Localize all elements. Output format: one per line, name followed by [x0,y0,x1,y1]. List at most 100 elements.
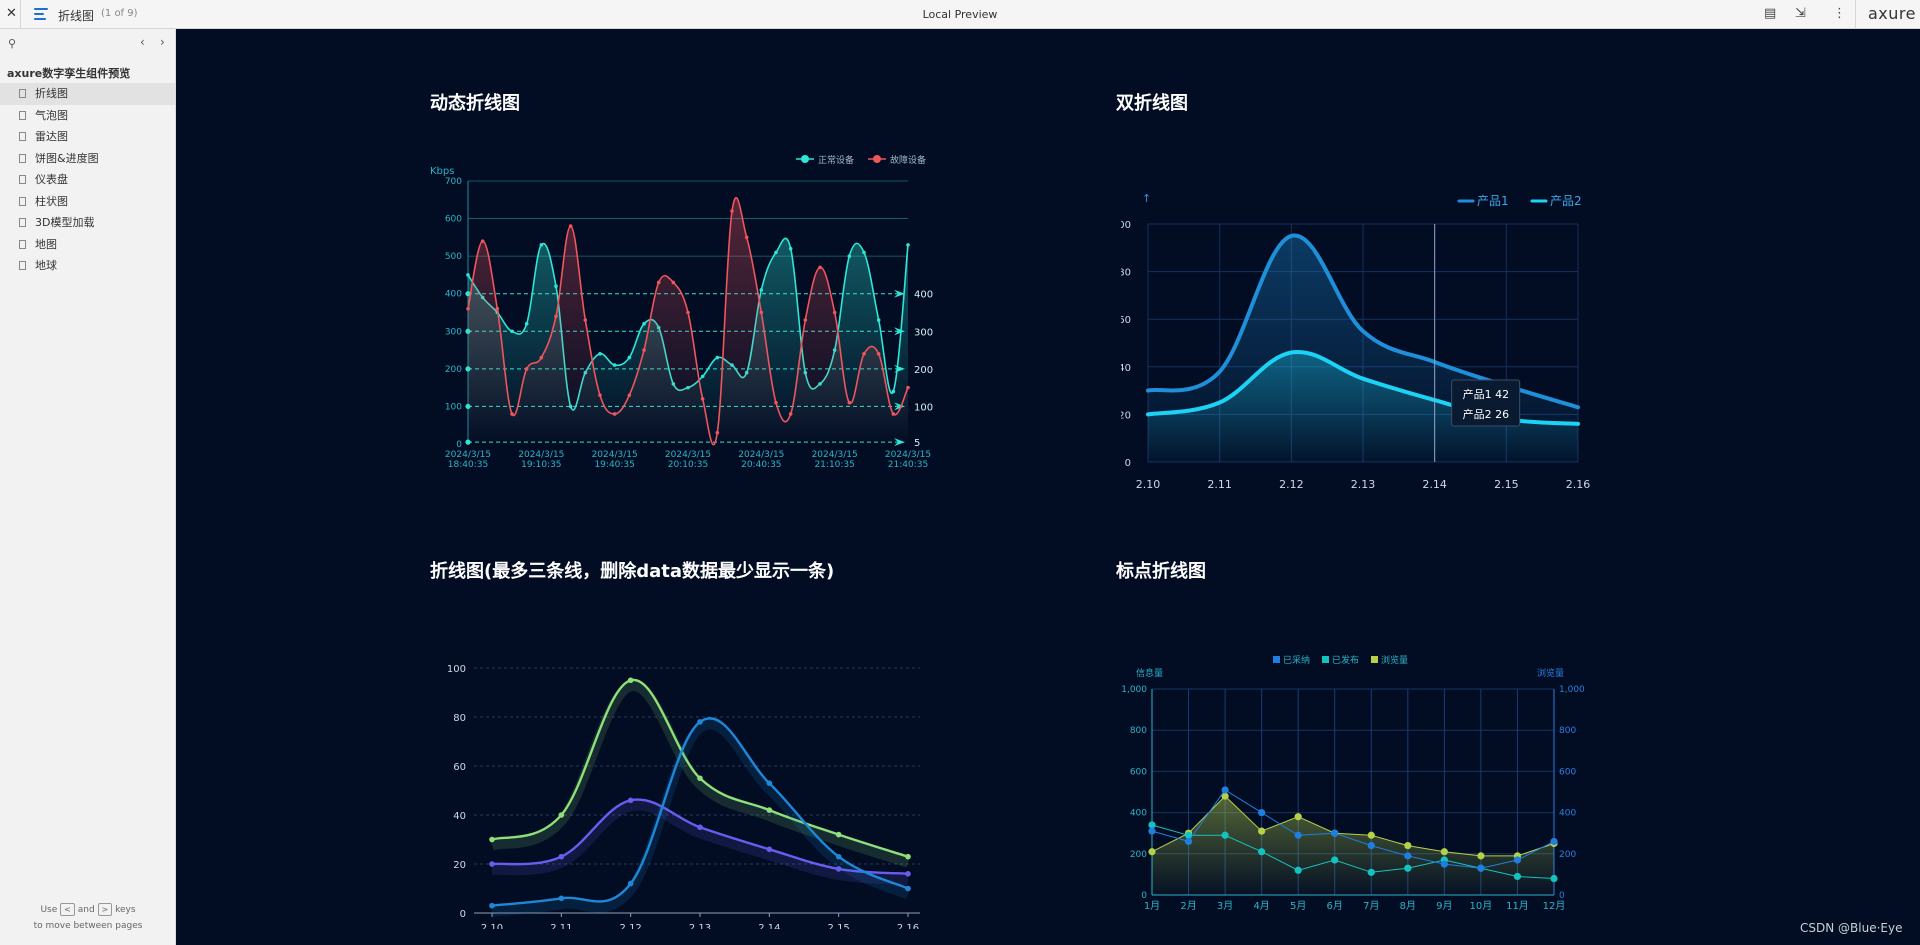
sidebar-item-bar-chart[interactable]: 柱状图 [0,191,175,213]
legend-label: 产品2 [1550,194,1582,208]
y-tick-label: 500 [445,252,462,262]
marker-label: 400 [914,290,933,301]
y-tick-label: 20 [453,860,466,871]
data-point [1148,827,1156,835]
y-tick-label: 100 [447,664,466,675]
chart-title-dual: 双折线图 [1116,93,1188,114]
x-tick-label-time: 19:40:35 [594,460,634,470]
x-tick-label: 10月 [1470,900,1493,912]
y-tick-label: 400 [445,290,462,300]
data-point [1148,848,1156,856]
data-point [835,853,842,860]
data-point [835,866,842,872]
sitemap-menu-icon[interactable] [34,8,48,20]
x-tick-label: 2.14 [1422,478,1447,491]
data-point [1404,864,1412,872]
series-shadow [491,719,911,917]
y-tick-label-right: 800 [1559,726,1576,736]
top-toolbar: ✕ 折线图 (1 of 9) Local Preview ▤ ⇲ ⋮ axure [0,0,1920,29]
data-point [766,807,773,813]
y-tick-label: 40 [453,811,466,822]
x-tick-label: 3月 [1217,900,1233,912]
x-tick-label-date: 2024/3/15 [445,450,491,460]
next-page-icon[interactable]: › [160,35,165,49]
more-options-icon[interactable]: ⋮ [1833,6,1846,21]
data-point [774,250,778,255]
y-tick-label-left: 600 [1130,767,1147,777]
data-point [1513,856,1522,864]
data-point [598,393,602,397]
page-icon [19,89,26,98]
data-point [700,397,705,401]
sidebar-item-map[interactable]: 地图 [0,234,175,256]
series-area [1152,796,1554,895]
data-point [583,318,588,322]
sidebar-item-globe[interactable]: 地球 [0,255,175,277]
search-icon[interactable]: ⚲ [8,37,17,50]
data-point [1477,852,1485,860]
data-point [1550,837,1558,846]
data-point [1404,841,1412,850]
y-tick-label-left: 1,000 [1121,685,1147,695]
sidebar-item-3d-model[interactable]: 3D模型加载 [0,212,175,234]
sidebar-item-line-chart[interactable]: 折线图 [0,83,175,105]
data-point [1221,792,1229,800]
marker-label: 5 [914,438,920,449]
series-line [1151,795,1555,857]
page-icon [19,153,26,163]
x-tick-label: 2.11 [1207,478,1232,491]
data-point [906,385,910,390]
y-tick-label: 100 [445,402,462,412]
data-point [818,265,822,270]
data-point [744,235,749,240]
x-tick-label: 11月 [1506,900,1529,912]
x-tick-label: 8月 [1400,900,1416,912]
notes-icon[interactable]: ▤ [1764,6,1777,21]
sidebar-item-bubble-chart[interactable]: 气泡图 [0,105,175,127]
page-count: (1 of 9) [101,8,138,19]
x-tick-label-date: 2024/3/15 [665,450,711,460]
sidebar-item-radar-chart[interactable]: 雷达图 [0,126,175,148]
legend-label: 故障设备 [890,154,926,166]
data-point [759,310,764,315]
data-point [905,853,911,860]
x-tick-label: 1月 [1144,900,1160,912]
data-point [558,812,565,818]
data-point [1513,872,1522,881]
marker-label: 200 [914,365,933,376]
data-point [835,831,842,838]
y-tick-label: 80 [453,713,466,724]
y-axis-label-left: 信息量 [1136,667,1163,679]
data-point [1367,831,1375,839]
y-tick-label: 40 [1121,363,1131,374]
close-icon[interactable]: ✕ [6,6,17,21]
sidebar-item-gauge[interactable]: 仪表盘 [0,169,175,191]
data-point [905,885,911,892]
divider [20,0,21,29]
sidebar-item-pie-progress[interactable]: 饼图&进度图 [0,148,175,170]
inspect-icon[interactable]: ⇲ [1795,6,1806,21]
x-tick-label-time: 19:10:35 [521,460,561,470]
data-point [1258,809,1266,817]
x-tick-label-time: 20:40:35 [741,460,781,470]
x-tick-label: 2.14 [758,923,780,929]
data-point [891,412,896,416]
x-tick-label-time: 21:40:35 [888,460,928,470]
y-tick-label-left: 0 [1141,891,1147,901]
data-point [524,367,529,371]
data-point [1404,852,1412,860]
x-tick-label-date: 2024/3/15 [592,450,638,460]
y-axis-label: Kbps [430,166,454,177]
data-point [847,400,852,405]
data-point [905,871,911,877]
y-tick-label: 300 [445,327,462,337]
prev-page-icon[interactable]: ‹ [140,35,145,49]
data-point [715,430,720,435]
marker-arrow [894,327,905,336]
axure-logo: axure [1868,4,1916,23]
data-point [510,329,514,334]
x-tick-label: 2.16 [1566,478,1591,491]
data-point [1148,821,1156,829]
data-point [715,355,720,360]
